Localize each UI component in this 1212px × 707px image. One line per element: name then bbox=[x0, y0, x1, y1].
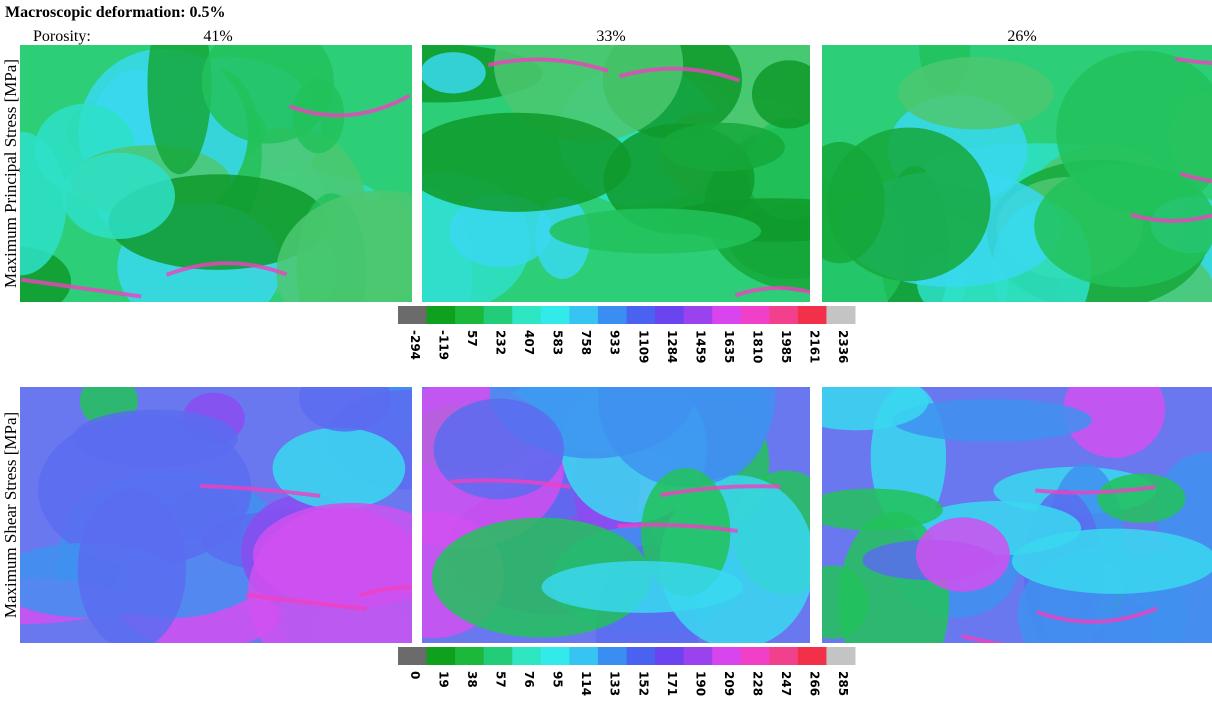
colorbar-tick-label: 209 bbox=[722, 671, 736, 696]
colorbar-tick-label: 38 bbox=[465, 671, 479, 688]
stress-panel bbox=[0, 363, 492, 683]
colorbar-tick-label: 171 bbox=[665, 671, 679, 696]
colorbar-segment bbox=[655, 306, 684, 324]
colorbar-segment bbox=[598, 306, 627, 324]
colorbar-segment bbox=[569, 306, 598, 324]
colorbar-tick-label: 0 bbox=[408, 671, 422, 679]
colorbar-segment bbox=[741, 647, 770, 665]
colorbar-segment bbox=[741, 306, 770, 324]
colorbar-tick-label: 57 bbox=[493, 671, 507, 688]
colorbar-tick-label: 114 bbox=[579, 671, 593, 696]
colorbar-segment bbox=[798, 306, 827, 324]
colorbar-tick-label: 190 bbox=[693, 671, 707, 696]
stress-region bbox=[62, 153, 175, 239]
colorbar-segment bbox=[826, 647, 855, 665]
colorbar-segment bbox=[455, 306, 484, 324]
stress-region bbox=[752, 60, 826, 128]
colorbar-tick-label: 1985 bbox=[779, 330, 793, 363]
colorbar-segment bbox=[712, 306, 741, 324]
figure: Macroscopic deformation: 0.5% Porosity: … bbox=[0, 0, 1212, 707]
stress-region bbox=[827, 127, 990, 281]
colorbar-segment bbox=[684, 306, 713, 324]
colorbar-tick-label: 1459 bbox=[693, 330, 707, 363]
colorbar-segment bbox=[627, 306, 656, 324]
colorbar-tick-label: 266 bbox=[808, 671, 822, 696]
colorbar-segment bbox=[541, 306, 570, 324]
colorbar-segment bbox=[484, 306, 513, 324]
colorbar-segment bbox=[427, 647, 456, 665]
stress-region bbox=[78, 489, 186, 650]
colorbar-tick-label: -294 bbox=[408, 330, 422, 360]
colorbar-tick-label: 2336 bbox=[836, 330, 850, 363]
colorbar-segment bbox=[427, 306, 456, 324]
colorbar-tick-label: 1810 bbox=[751, 330, 765, 363]
colorbar-segment bbox=[512, 647, 541, 665]
stress-region bbox=[1012, 529, 1212, 594]
colorbar-segment bbox=[798, 647, 827, 665]
colorbar-tick-label: -119 bbox=[436, 330, 450, 360]
colorbar-segment bbox=[769, 647, 798, 665]
colorbar-tick-label: 232 bbox=[493, 330, 507, 355]
colorbar-tick-label: 19 bbox=[436, 671, 450, 688]
porosity-label: Porosity: bbox=[33, 28, 91, 45]
title: Macroscopic deformation: 0.5% bbox=[5, 4, 226, 21]
colorbar-segment bbox=[541, 647, 570, 665]
colorbar-tick-label: 758 bbox=[579, 330, 593, 355]
colorbar-segment bbox=[455, 647, 484, 665]
row-label: Maximum Shear Stress [MPa] bbox=[1, 412, 20, 618]
row-label: Maximum Principal Stress [MPa] bbox=[1, 59, 20, 288]
colorbar-tick-label: 933 bbox=[608, 330, 622, 355]
colorbar-tick-label: 247 bbox=[779, 671, 793, 696]
colorbar-segment bbox=[826, 306, 855, 324]
colorbar-tick-label: 407 bbox=[522, 330, 536, 355]
stress-region bbox=[1063, 361, 1165, 458]
stress-region bbox=[147, 0, 211, 174]
colorbar-segment bbox=[598, 647, 627, 665]
colorbar-tick-label: 1635 bbox=[722, 330, 736, 363]
stress-region bbox=[660, 123, 785, 172]
stress-region bbox=[402, 113, 631, 212]
colorbar-tick-label: 152 bbox=[636, 671, 650, 696]
colorbar-tick-label: 76 bbox=[522, 671, 536, 688]
stress-region bbox=[801, 489, 942, 531]
stress-region bbox=[1034, 164, 1212, 288]
stress-panel bbox=[0, 0, 487, 354]
colorbar-segment bbox=[398, 306, 427, 324]
stress-region bbox=[916, 517, 1010, 591]
porosity-value: 26% bbox=[1007, 28, 1036, 45]
stress-region bbox=[542, 561, 743, 613]
colorbar-segment bbox=[484, 647, 513, 665]
porosity-value: 41% bbox=[203, 28, 232, 45]
stress-region bbox=[273, 427, 406, 509]
stress-region bbox=[898, 57, 1054, 129]
colorbar-tick-label: 285 bbox=[836, 671, 850, 696]
colorbar-segment bbox=[398, 647, 427, 665]
colorbar-tick-label: 57 bbox=[465, 330, 479, 347]
colorbar-tick-label: 2161 bbox=[808, 330, 822, 363]
stress-region bbox=[253, 503, 450, 608]
colorbar-segment bbox=[627, 647, 656, 665]
colorbar-segment bbox=[769, 306, 798, 324]
stress-region bbox=[1097, 474, 1185, 523]
colorbar-segment bbox=[712, 647, 741, 665]
colorbar-segment bbox=[512, 306, 541, 324]
colorbar-segment bbox=[569, 647, 598, 665]
colorbar-tick-label: 583 bbox=[551, 330, 565, 355]
colorbar-segment bbox=[684, 647, 713, 665]
colorbar-tick-label: 228 bbox=[751, 671, 765, 696]
porosity-value: 33% bbox=[596, 28, 625, 45]
stress-region bbox=[299, 364, 391, 431]
colorbar-tick-label: 1109 bbox=[636, 330, 650, 363]
stress-region bbox=[421, 52, 486, 93]
colorbar-tick-label: 95 bbox=[551, 671, 565, 688]
stress-region bbox=[549, 208, 761, 253]
colorbar-tick-label: 1284 bbox=[665, 330, 679, 363]
colorbar-segment bbox=[655, 647, 684, 665]
colorbar-tick-label: 133 bbox=[608, 671, 622, 696]
